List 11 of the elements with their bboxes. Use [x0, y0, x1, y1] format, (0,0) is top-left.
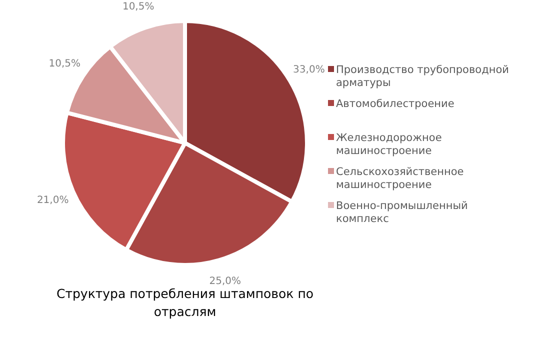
data-label: 21,0% — [36, 194, 69, 206]
legend-label: Железнодорожное машиностроение — [336, 132, 442, 157]
legend-label: Сельскохозяйственное машиностроение — [336, 166, 464, 191]
data-label: 10,5% — [48, 58, 81, 70]
legend-label: Военно-промышленный комплекс — [336, 200, 468, 225]
text: Структура потребления штамповок по отраслям — [56, 286, 314, 319]
data-label: 10,5% — [122, 2, 154, 12]
data-label: 33,0% — [293, 64, 325, 76]
data-label: 25,0% — [209, 276, 242, 288]
legend-label: Автомобилестроение — [336, 98, 454, 110]
legend-label: Производство трубопроводной арматуры — [336, 64, 509, 89]
